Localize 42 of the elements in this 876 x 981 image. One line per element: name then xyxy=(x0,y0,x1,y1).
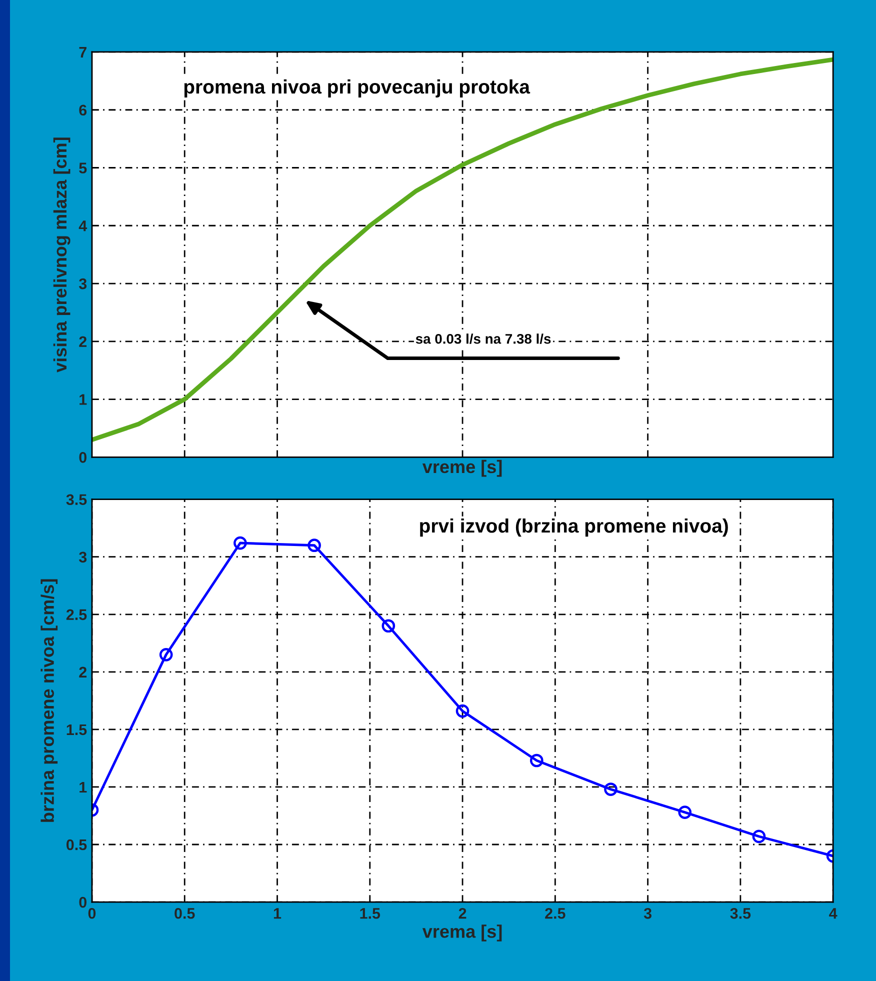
point xyxy=(308,538,321,552)
x-tick-label: 2.5 xyxy=(545,908,566,919)
x-tick-label: 0.5 xyxy=(174,908,195,919)
point xyxy=(530,754,544,768)
y-tick-label: 6 xyxy=(79,104,87,116)
x-tick-label: 3 xyxy=(644,908,652,919)
y-axis-title: brzina promene nivoa [cm/s] xyxy=(40,579,58,822)
y-tick-label: 1 xyxy=(80,394,87,405)
y-tick-label: 5 xyxy=(79,162,87,174)
y-tick-label: 0 xyxy=(79,896,86,908)
y-tick-label: 0.5 xyxy=(66,839,87,850)
x-tick-label: 1.5 xyxy=(360,908,380,919)
annotation: sa 0.03 l/s na 7.38 l/s xyxy=(416,334,551,344)
x-tick-label: 0 xyxy=(88,908,96,919)
y-tick-label: 7 xyxy=(79,47,86,58)
point xyxy=(159,648,173,662)
point xyxy=(752,830,766,844)
text: promena nivoa pri povecanju protoka xyxy=(184,79,530,98)
x-tick-label: 1 xyxy=(274,908,282,919)
text: prvi izvod (brzina promene nivoa) xyxy=(420,518,728,537)
point xyxy=(604,782,618,796)
y-axis-title: visina prelivnog mlaza [cm] xyxy=(53,138,70,372)
x-axis-title: vreme [s] xyxy=(422,460,502,477)
x-axis-title: vrema [s] xyxy=(422,924,502,942)
y-tick-label: 4 xyxy=(78,220,88,232)
x-tick-label: 4 xyxy=(829,908,838,919)
y-tick-label: 2 xyxy=(79,336,87,347)
x-tick-label: 2 xyxy=(458,908,466,919)
y-tick-label: 1.5 xyxy=(66,724,87,736)
y-tick-label: 2 xyxy=(79,666,87,678)
y-tick-label: 0 xyxy=(79,452,86,463)
point xyxy=(678,806,692,819)
point xyxy=(382,619,396,633)
line-series xyxy=(92,57,834,442)
y-tick-label: 2.5 xyxy=(66,609,87,620)
y-tick-label: 1 xyxy=(80,782,87,793)
point xyxy=(234,536,247,550)
y-tick-label: 3 xyxy=(78,278,87,290)
point xyxy=(456,704,470,718)
y-tick-label: 3 xyxy=(78,552,87,563)
y-tick-label: 3.5 xyxy=(66,494,87,506)
x-tick-label: 3.5 xyxy=(730,908,751,919)
